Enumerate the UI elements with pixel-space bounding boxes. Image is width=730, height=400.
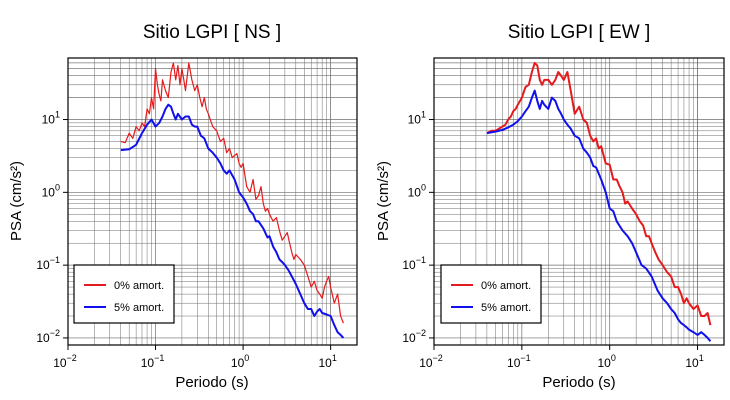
x-tick-label: 10−2 [53, 353, 77, 370]
x-tick-label: 100 [231, 353, 249, 370]
y-tick-label: 10−2 [36, 328, 60, 345]
ew-spectrum-chart: Sitio LGPI [ EW ] 10−2 10−1 100 101 10−2 10−1… [375, 22, 725, 391]
y-tick-label: 101 [408, 110, 426, 127]
y-axis-label: PSA (cm/s²) [8, 161, 25, 241]
legend: 0% amort. 5% amort. [440, 264, 542, 324]
ns-spectrum-chart: Sitio LGPI [ NS ] 10−2 10−1 100 101 10−2 10−1… [8, 22, 358, 391]
y-axis-label: PSA (cm/s²) [375, 161, 392, 241]
chart-title: Sitio LGPI [ EW ] [508, 22, 651, 43]
legend-label: 0% amort. [114, 280, 164, 292]
x-tick-label: 10−1 [507, 353, 531, 370]
legend-label: 5% amort. [481, 302, 531, 314]
y-tick-label: 10−2 [402, 328, 426, 345]
x-tick-label: 100 [598, 353, 616, 370]
series-line-5pct [486, 89, 712, 342]
y-tick-label: 100 [42, 182, 60, 199]
x-tick-label: 10−2 [419, 353, 443, 370]
legend-box [73, 264, 175, 324]
plot-frame [433, 57, 725, 346]
x-axis-label: Periodo (s) [175, 374, 248, 391]
legend-label: 5% amort. [114, 302, 164, 314]
legend-box [440, 264, 542, 324]
x-tick-label: 101 [318, 353, 336, 370]
chart-title: Sitio LGPI [ NS ] [143, 22, 281, 43]
series-line-0pct [486, 61, 712, 326]
series-line-5pct [120, 103, 345, 339]
plot-frame [67, 57, 358, 346]
y-tick-label: 100 [408, 182, 426, 199]
series-line-0pct [120, 62, 344, 324]
y-tick-label: 10−1 [402, 255, 426, 272]
y-tick-label: 10−1 [36, 255, 60, 272]
x-tick-label: 101 [685, 353, 703, 370]
legend: 0% amort. 5% amort. [73, 264, 175, 324]
x-tick-label: 10−1 [141, 353, 165, 370]
x-axis-label: Periodo (s) [542, 374, 615, 391]
legend-label: 0% amort. [481, 280, 531, 292]
y-tick-label: 101 [42, 110, 60, 127]
